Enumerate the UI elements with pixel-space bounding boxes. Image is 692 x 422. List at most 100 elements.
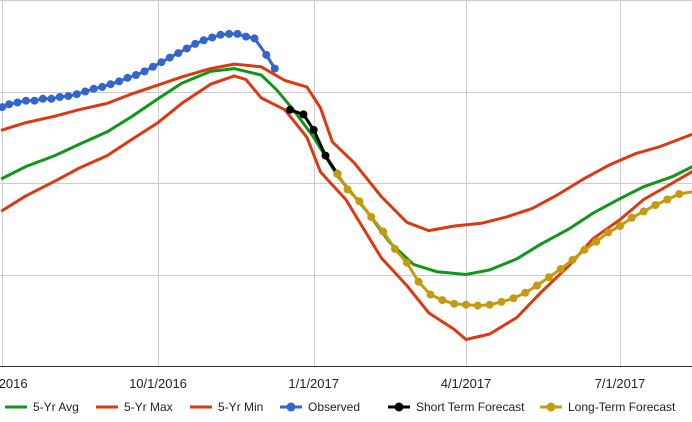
data-point — [22, 96, 30, 105]
data-point — [651, 201, 660, 209]
data-point — [123, 73, 132, 82]
data-point — [321, 151, 330, 160]
data-point — [544, 273, 553, 282]
series-line-long-term-forecast — [335, 172, 692, 308]
data-point — [270, 64, 279, 73]
data-point — [663, 195, 672, 204]
data-point — [367, 212, 376, 221]
data-point — [38, 94, 47, 103]
data-point — [414, 277, 423, 286]
x-tick-label: 4/1/2017 — [441, 376, 492, 391]
series-line-5-yr-max — [0, 62, 692, 233]
data-point — [55, 93, 64, 101]
data-point — [242, 32, 250, 41]
data-point — [333, 169, 342, 178]
data-point — [497, 297, 506, 306]
data-point — [580, 245, 589, 254]
data-point — [485, 300, 494, 309]
series-observed — [0, 29, 279, 112]
legend-item-5-yr-min: 5-Yr Min — [190, 400, 263, 414]
data-point — [148, 62, 157, 71]
data-point — [462, 300, 470, 309]
legend-item-5-yr-avg: 5-Yr Avg — [5, 400, 79, 414]
series-5-yr-min — [0, 74, 692, 341]
series-line-5-yr-min — [0, 74, 692, 341]
data-point — [402, 258, 411, 267]
data-point — [191, 39, 200, 48]
data-point — [616, 222, 624, 230]
data-point — [556, 265, 565, 273]
legend-item-short-term-forecast: Short Term Forecast — [388, 400, 525, 414]
data-point — [174, 49, 183, 58]
data-point — [140, 67, 149, 76]
data-point — [98, 82, 107, 91]
data-point — [115, 77, 124, 86]
data-point — [438, 296, 447, 305]
x-axis: 7/1/2016 10/1/2016 1/1/2017 4/1/2017 7/1/201… — [0, 366, 692, 391]
data-point — [47, 94, 56, 103]
data-point — [604, 228, 613, 237]
data-point — [426, 290, 435, 299]
data-point — [450, 299, 459, 308]
series-long-term-forecast — [333, 169, 692, 310]
data-point — [64, 92, 73, 101]
data-point — [5, 100, 14, 109]
data-point — [627, 213, 636, 222]
data-point — [286, 105, 294, 114]
data-point — [299, 110, 308, 119]
legend-label: Short Term Forecast — [416, 400, 525, 414]
legend-label: 5-Yr Max — [124, 400, 173, 414]
data-point — [592, 237, 601, 246]
data-point — [343, 185, 352, 194]
data-point — [89, 84, 98, 93]
legend-marker — [394, 402, 404, 412]
legend-item-long-term-forecast: Long-Term Forecast — [540, 400, 676, 414]
legend-item-5-yr-max: 5-Yr Max — [96, 400, 173, 414]
legend-marker — [286, 402, 296, 412]
legend-marker — [546, 402, 556, 412]
x-tick-label: 1/1/2017 — [288, 376, 339, 391]
data-point — [390, 244, 399, 253]
data-point — [473, 301, 482, 310]
data-point — [182, 44, 191, 53]
data-point — [250, 34, 259, 43]
data-point — [355, 197, 364, 206]
data-point — [568, 255, 577, 264]
data-point — [165, 53, 174, 62]
data-point — [533, 281, 542, 290]
data-point — [509, 294, 518, 303]
x-tick-label: 7/1/2017 — [595, 376, 646, 391]
data-point — [199, 36, 208, 45]
data-point — [675, 190, 684, 198]
x-tick-label: 10/1/2016 — [129, 376, 187, 391]
data-point — [132, 71, 140, 79]
x-tick-label: 7/1/2016 — [0, 376, 28, 391]
legend-label: Long-Term Forecast — [568, 400, 676, 414]
legend-label: 5-Yr Avg — [33, 400, 79, 414]
data-point — [262, 50, 271, 59]
series-lines — [0, 29, 692, 341]
data-point — [225, 29, 234, 38]
legend-item-observed: Observed — [280, 400, 360, 414]
series-line-short-term-forecast — [288, 108, 339, 176]
data-point — [157, 58, 166, 67]
data-point — [13, 98, 22, 107]
legend-label: 5-Yr Min — [218, 400, 263, 414]
data-point — [216, 30, 225, 39]
data-point — [233, 29, 242, 38]
data-point — [72, 90, 81, 99]
data-point — [0, 103, 7, 112]
data-point — [309, 125, 318, 134]
legend: 5-Yr Avg 5-Yr Max 5-Yr Min Observed Short Te… — [5, 400, 676, 414]
gridlines — [0, 0, 692, 366]
data-point — [81, 87, 90, 96]
data-point — [208, 33, 217, 42]
data-point — [521, 288, 530, 297]
data-point — [30, 96, 39, 105]
data-point — [106, 80, 115, 89]
legend-label: Observed — [308, 400, 360, 414]
data-point — [379, 227, 388, 236]
data-point — [639, 207, 648, 216]
